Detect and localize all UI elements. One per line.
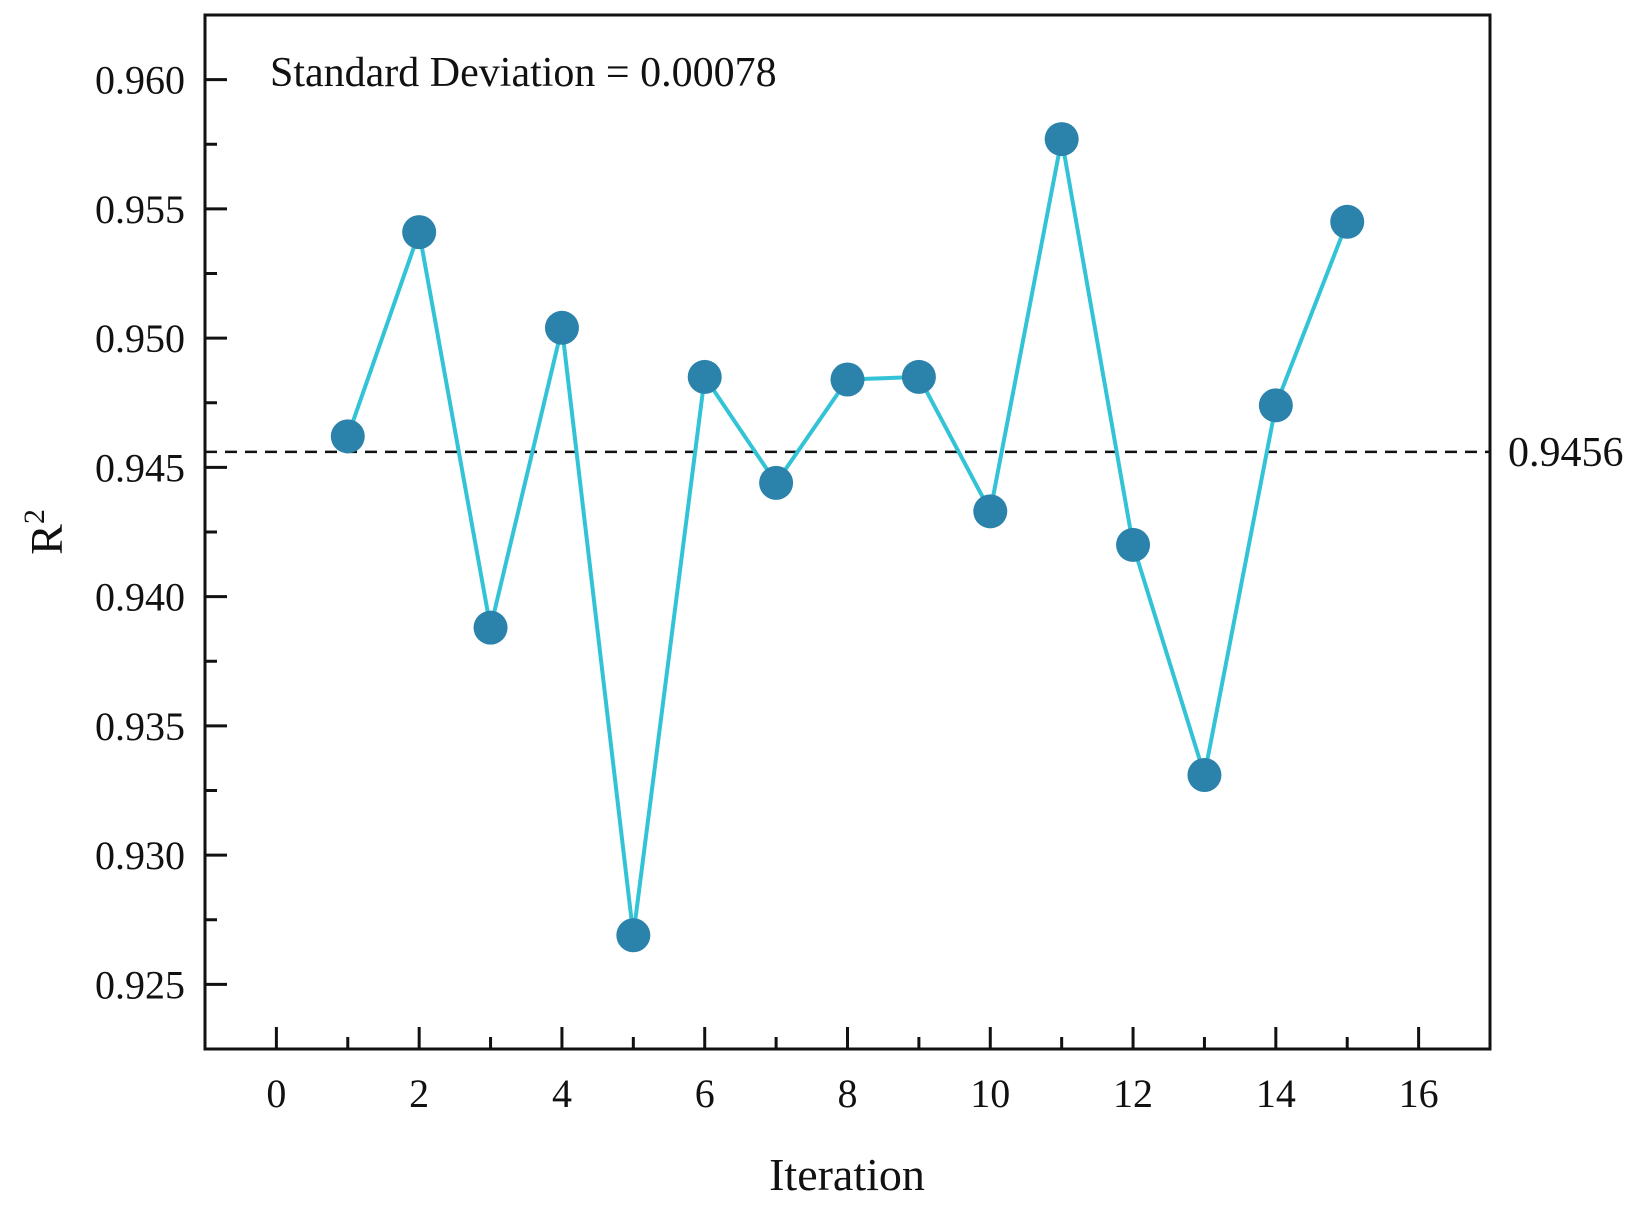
y-tick-label: 0.960 (95, 58, 185, 103)
y-tick-label: 0.930 (95, 833, 185, 878)
data-point (901, 359, 936, 394)
data-point (544, 310, 579, 345)
x-tick-label: 8 (838, 1071, 858, 1116)
x-tick-label: 16 (1399, 1071, 1439, 1116)
y-axis-title-superscript: 2 (18, 509, 51, 524)
y-tick-label: 0.950 (95, 316, 185, 361)
x-tick-label: 0 (266, 1071, 286, 1116)
x-tick-label: 2 (409, 1071, 429, 1116)
x-tick-label: 14 (1256, 1071, 1296, 1116)
data-point (473, 610, 508, 645)
data-point (402, 215, 437, 250)
x-axis-title: Iteration (769, 1149, 925, 1200)
data-point (830, 362, 865, 397)
data-point (1116, 527, 1151, 562)
data-point (330, 419, 365, 454)
data-point (973, 494, 1008, 529)
x-tick-label: 6 (695, 1071, 715, 1116)
y-tick-label: 0.925 (95, 962, 185, 1007)
y-tick-label: 0.940 (95, 575, 185, 620)
series-line (345, 138, 1350, 936)
y-axis-title: R2 (18, 509, 72, 555)
x-axis: 0 2 4 6 8 10 12 14 16 (266, 1027, 1439, 1116)
y-tick-label: 0.955 (95, 187, 185, 232)
data-point (1330, 204, 1365, 239)
data-point (1258, 388, 1293, 423)
plot-frame (203, 13, 1492, 1051)
x-tick-label: 12 (1113, 1071, 1153, 1116)
data-points (330, 122, 1365, 953)
data-point (1187, 757, 1222, 792)
x-tick-label: 4 (552, 1071, 572, 1116)
y-axis-title-base: R (21, 524, 72, 555)
data-point (616, 918, 651, 953)
reference-line-label: 0.9456 (1508, 430, 1624, 476)
y-tick-label: 0.945 (95, 445, 185, 490)
data-point (687, 359, 722, 394)
svg-text:R2: R2 (18, 509, 72, 555)
data-point (1044, 122, 1079, 157)
data-point (759, 465, 794, 500)
y-axis: 0.925 0.930 0.935 0.940 0.945 0.950 0.955 0.960 (95, 58, 227, 1051)
y-tick-label: 0.935 (95, 704, 185, 749)
x-tick-label: 10 (970, 1071, 1010, 1116)
std-dev-annotation: Standard Deviation = 0.00078 (270, 50, 777, 96)
